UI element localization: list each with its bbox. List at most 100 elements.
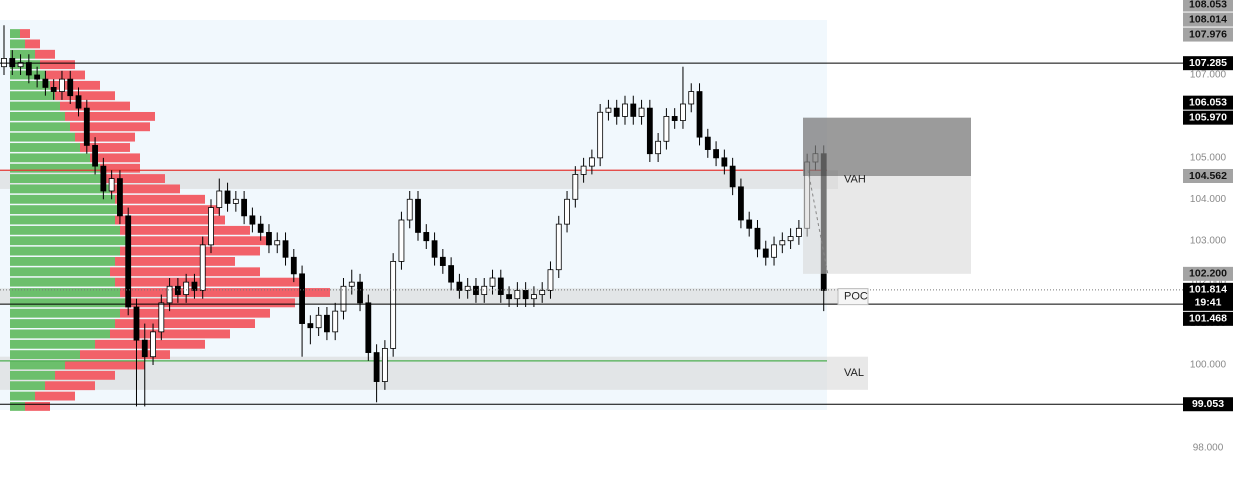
volume-up	[10, 319, 115, 328]
candle-body	[83, 107, 90, 146]
candle-body	[216, 190, 223, 208]
candle-body	[456, 281, 463, 291]
candle-body	[282, 240, 289, 258]
volume-down	[110, 329, 230, 339]
countdown: 19:41	[1195, 297, 1222, 309]
volume-down	[70, 122, 150, 132]
candle-body	[183, 281, 190, 295]
volume-down	[60, 101, 130, 111]
candle-body	[564, 198, 570, 225]
candle-body	[787, 236, 794, 242]
volume-down	[90, 153, 140, 163]
volume-down	[130, 236, 270, 246]
candle-body	[307, 323, 314, 329]
candle-body	[613, 107, 620, 117]
candle-body	[365, 302, 372, 353]
candle-body	[597, 111, 604, 159]
volume-up	[10, 132, 75, 142]
candle-body	[762, 248, 769, 258]
candle-body	[117, 178, 123, 217]
y-tick-label: 100.000	[1190, 360, 1227, 371]
zone-label: VAH	[844, 174, 866, 186]
candle-body	[17, 62, 24, 68]
candle-body	[795, 227, 802, 237]
price-label: 101.468	[1189, 313, 1227, 325]
candle-body	[671, 116, 678, 121]
volume-up	[10, 360, 65, 370]
volume-up	[10, 215, 115, 225]
volume-up	[10, 288, 120, 297]
volume-up	[10, 256, 115, 266]
y-tick-label: 105.000	[1190, 152, 1227, 163]
candle-body	[473, 285, 479, 295]
volume-down	[120, 288, 330, 297]
zone-label: POC	[844, 291, 868, 303]
zone-label-box	[837, 288, 869, 306]
price-label-box	[1183, 95, 1233, 110]
candle-body	[729, 165, 736, 188]
candle-body	[100, 165, 107, 192]
candle-body	[448, 265, 455, 283]
candle-body	[680, 103, 686, 121]
price-label: 107.976	[1189, 28, 1227, 40]
price-label-box	[1183, 168, 1233, 183]
volume-down	[95, 339, 205, 349]
volume-up	[10, 60, 40, 70]
candle-body	[199, 244, 206, 291]
volume-down	[55, 370, 115, 380]
volume-up	[10, 236, 130, 246]
volume-up	[10, 401, 25, 411]
volume-up	[10, 39, 25, 49]
candle-body	[224, 190, 231, 204]
volume-up	[10, 329, 110, 339]
candle-body	[348, 281, 355, 287]
candle-body	[406, 198, 413, 221]
candle-body	[398, 219, 405, 262]
volume-down	[65, 111, 155, 121]
price-label: 101.814	[1189, 284, 1227, 296]
volume-up	[10, 339, 95, 349]
candle-body	[481, 285, 488, 295]
candle-body	[704, 136, 711, 150]
candle-body	[274, 240, 281, 246]
candle-body	[771, 244, 777, 258]
volume-up	[10, 174, 105, 183]
volume-down	[120, 225, 250, 235]
volume-up	[10, 91, 55, 101]
candle-body	[125, 215, 132, 308]
price-label-box	[1183, 0, 1233, 12]
candle-body	[257, 223, 264, 233]
candle-body	[290, 256, 297, 275]
volume-down	[115, 256, 235, 266]
volume-down	[25, 39, 40, 49]
candle-body	[59, 78, 65, 92]
price-label-box	[1183, 56, 1233, 71]
volume-up	[10, 184, 110, 194]
volume-down	[80, 350, 170, 360]
volume-up	[10, 370, 55, 380]
candle-body	[779, 240, 786, 246]
candle-body	[315, 314, 322, 329]
volume-up	[10, 143, 80, 152]
volume-up	[10, 111, 65, 121]
candle-body	[166, 285, 173, 304]
volume-down	[80, 143, 130, 152]
volume-down	[100, 163, 140, 173]
candle-body	[340, 285, 347, 312]
volume-down	[45, 381, 95, 391]
volume-up	[10, 277, 115, 287]
candle-body	[696, 91, 703, 138]
volume-down	[35, 391, 75, 401]
volume-up	[10, 298, 125, 308]
candle-body	[25, 62, 32, 76]
volume-up	[10, 246, 120, 256]
candle-body	[746, 219, 753, 229]
volume-up	[10, 80, 50, 90]
candle-body	[738, 186, 744, 221]
volume-down	[50, 80, 100, 90]
y-tick-label: 102.000	[1190, 277, 1227, 288]
candle-body	[249, 215, 256, 225]
candle-body	[721, 157, 728, 167]
